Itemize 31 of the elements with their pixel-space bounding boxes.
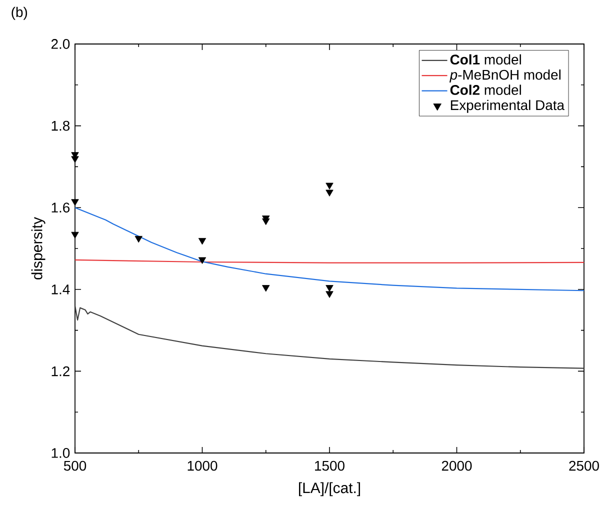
line-series <box>75 305 584 369</box>
point <box>262 218 270 226</box>
x-axis-title: [LA]/[cat.] <box>299 482 360 496</box>
text: (b) <box>12 6 28 20</box>
y-tick-label: 1.4 <box>52 284 70 294</box>
point <box>326 190 334 196</box>
x-tick-label: 2500 <box>569 460 599 471</box>
point <box>326 291 334 298</box>
y-tick-label: 1.2 <box>52 366 70 376</box>
point <box>198 257 206 264</box>
point <box>134 236 142 243</box>
point <box>71 199 79 206</box>
x-tick-label: 1000 <box>188 460 218 471</box>
x-tick-label: 1500 <box>315 460 344 471</box>
y-axis-title: dispersity <box>31 216 46 280</box>
x-tick-label: 500 <box>64 460 86 471</box>
point <box>326 285 334 292</box>
legend-label: Experimental Data <box>450 100 565 113</box>
point <box>326 182 334 190</box>
legend-label: Col1 model <box>450 54 521 65</box>
y-tick-label: 1.6 <box>52 202 70 213</box>
y-tick-label: 2.0 <box>51 39 70 49</box>
point <box>71 156 79 163</box>
x-tick-label: 2000 <box>442 460 472 471</box>
y-tick-label: 1.0 <box>52 448 70 458</box>
point <box>71 232 79 239</box>
point <box>262 285 270 292</box>
legend-label: p-MeBnOH model <box>449 70 560 82</box>
point <box>198 238 206 245</box>
y-tick-label: 1.8 <box>52 120 70 131</box>
legend-label: Col2 model <box>450 84 521 95</box>
